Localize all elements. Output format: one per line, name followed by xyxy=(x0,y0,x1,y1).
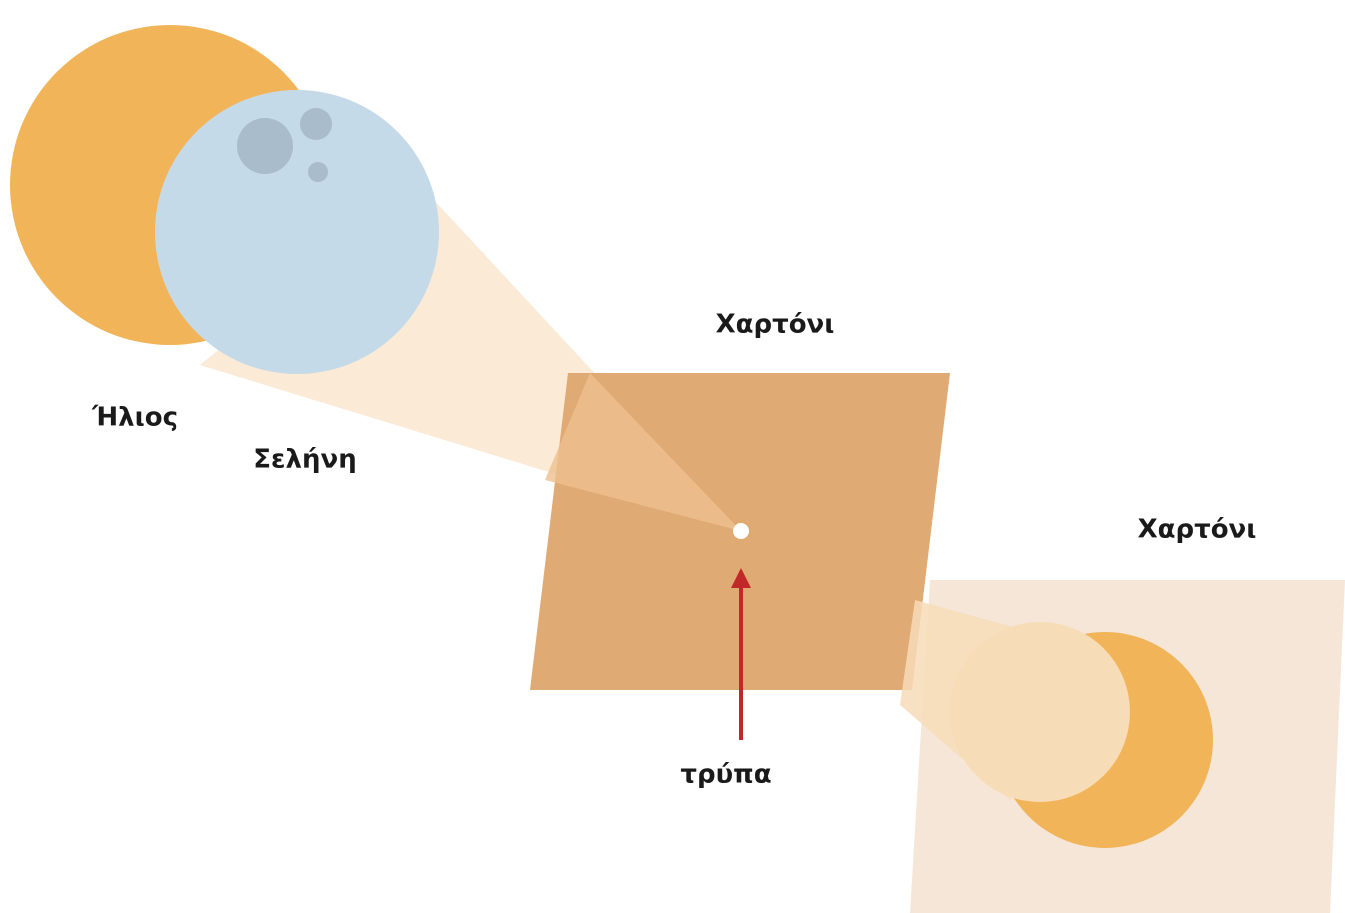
hole-label: τρύπα xyxy=(680,760,771,790)
moon xyxy=(155,90,439,374)
moon-image xyxy=(950,622,1130,802)
diagram: Ήλιος Σελήνη Χαρτόνι Χαρτόνι τρύπα xyxy=(0,0,1345,913)
moon-label: Σελήνη xyxy=(253,445,356,475)
sun-label: Ήλιος xyxy=(91,403,178,433)
crater xyxy=(300,108,332,140)
crater xyxy=(308,162,328,182)
back-card-label: Χαρτόνι xyxy=(1138,515,1257,545)
crater xyxy=(237,118,293,174)
front-card-label: Χαρτόνι xyxy=(716,310,835,340)
hole xyxy=(733,523,749,539)
